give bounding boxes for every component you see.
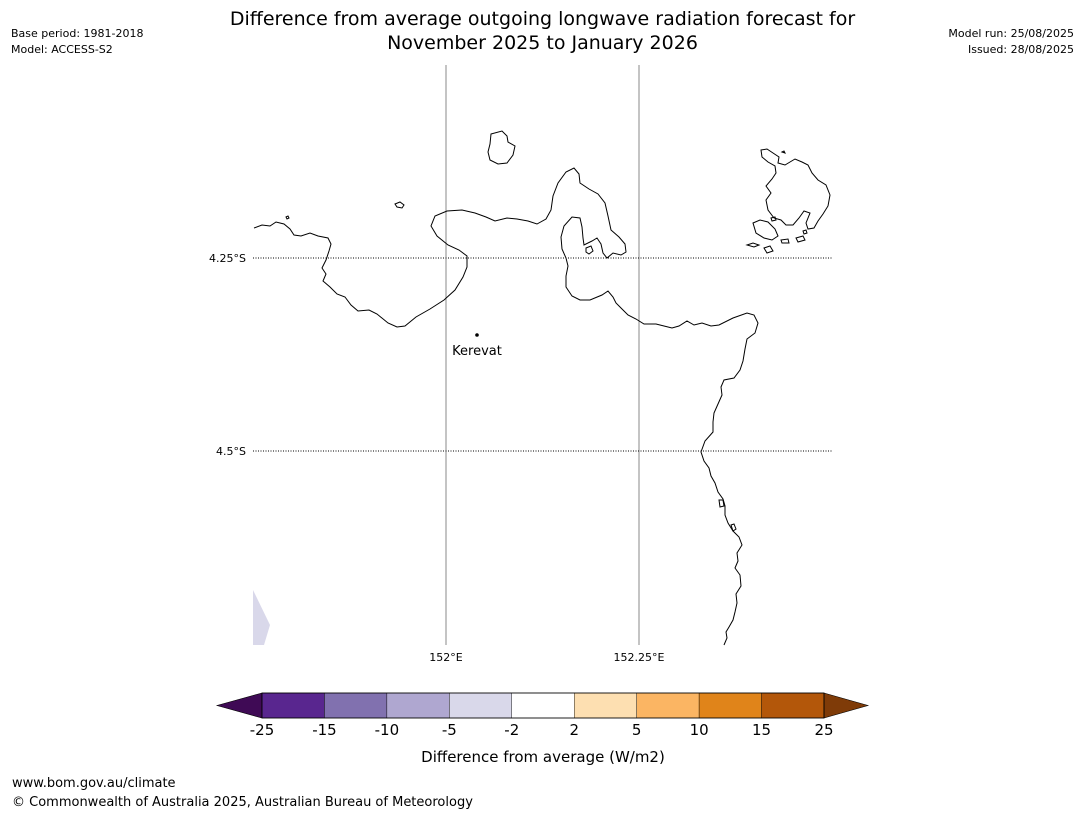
duke-of-york-islet-2 [745, 242, 761, 248]
colorbar-box [698, 692, 762, 719]
colorbar-tick-label: -15 [312, 721, 337, 739]
colorbar-box [574, 692, 637, 719]
colorbar-box [324, 692, 388, 719]
header-right: Model run: 25/08/2025 Issued: 28/08/2025 [948, 26, 1074, 58]
duke-of-york-islet-4 [780, 238, 790, 244]
islet-west-1 [394, 201, 405, 209]
colorbar: -25 -15 -10 -5 -2 2 5 10 15 25 [215, 692, 870, 739]
colorbar-box [261, 692, 325, 719]
title-line-2: November 2025 to January 2026 [387, 32, 698, 54]
colorbar-tick-label: -2 [504, 721, 519, 739]
colorbar-box [449, 692, 512, 719]
colorbar-tick-label: 25 [814, 721, 833, 739]
map-title: Difference from average outgoing longwav… [0, 7, 1085, 55]
duke-of-york-islet-1 [752, 219, 779, 241]
colorbar-box [636, 692, 700, 719]
duke-of-york-islet-5 [795, 235, 806, 243]
header-left: Base period: 1981-2018 Model: ACCESS-S2 [11, 26, 143, 58]
lat-label-4-5: 4.5°S [216, 445, 246, 458]
islet-west-2 [285, 215, 290, 220]
footer: www.bom.gov.au/climate © Commonwealth of… [12, 774, 473, 812]
kerevat-marker [475, 333, 479, 337]
colorbar-extend-low [215, 692, 263, 719]
duke-of-york-islet-7 [802, 229, 808, 235]
colorbar-tick-label: -10 [375, 721, 400, 739]
footer-url: www.bom.gov.au/climate [12, 776, 176, 791]
colorbar-tick-label: 5 [632, 721, 642, 739]
base-period-text: Base period: 1981-2018 [11, 27, 144, 40]
colorbar-tick-label: 15 [752, 721, 771, 739]
coast-islet-1 [718, 499, 725, 508]
colorbar-tick-label: -25 [250, 721, 275, 739]
coastline-main [253, 167, 759, 646]
lon-label-152: 152°E [429, 651, 462, 664]
footer-copyright: © Commonwealth of Australia 2025, Austra… [12, 795, 473, 810]
duke-of-york-islet-3 [763, 245, 774, 254]
colorbar-outline [261, 692, 825, 719]
duke-of-york-islet-8 [780, 150, 786, 154]
colorbar-title: Difference from average (W/m2) [421, 748, 665, 766]
colorbar-tick-label: -5 [442, 721, 457, 739]
coast-islet-2 [730, 523, 737, 532]
lon-label-152-25: 152.25°E [614, 651, 665, 664]
lat-label-4-25: 4.25°S [209, 252, 246, 265]
coastline [253, 130, 831, 646]
colorbar-box [761, 692, 825, 719]
issued-text: Issued: 28/08/2025 [967, 43, 1074, 56]
duke-of-york-main [760, 148, 831, 230]
colorbar-tick-label: 2 [569, 721, 579, 739]
colorbar-box [386, 692, 450, 719]
islet-bay [585, 245, 594, 255]
colorbar-tick-label: 10 [690, 721, 709, 739]
anomaly-shading [253, 590, 270, 645]
colorbar-box [511, 692, 575, 719]
title-line-1: Difference from average outgoing longwav… [229, 8, 856, 30]
model-run-text: Model run: 25/08/2025 [948, 27, 1074, 40]
duke-of-york-islet-6 [770, 216, 777, 222]
colorbar-extend-high [823, 692, 870, 719]
island-north [487, 130, 516, 165]
kerevat-label: Kerevat [452, 344, 502, 359]
model-text: Model: ACCESS-S2 [11, 43, 113, 56]
